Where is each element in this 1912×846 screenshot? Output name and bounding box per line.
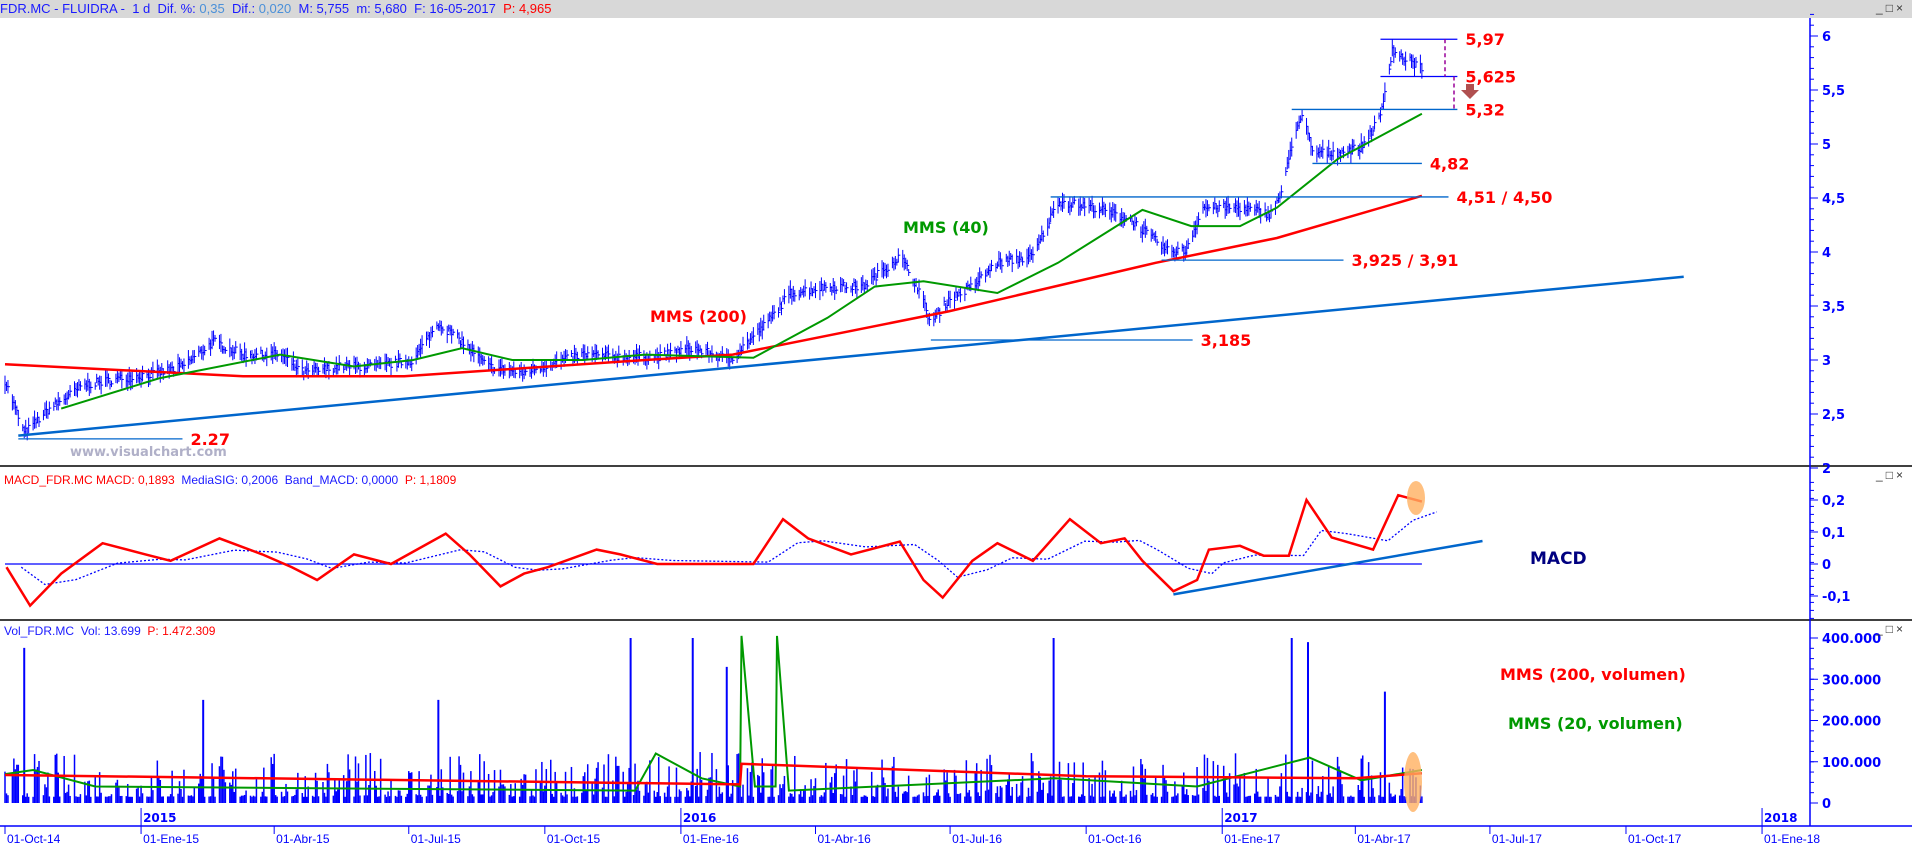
macd-window-controls: _□×	[1876, 468, 1906, 482]
mms40-annotation: MMS (40)	[903, 218, 989, 237]
macd-p: P: 1,1809	[404, 473, 457, 487]
year-label: 2018	[1764, 811, 1797, 825]
watermark: www.visualchart.com	[70, 445, 227, 460]
y-tick-label: 2,5	[1822, 408, 1845, 423]
y-tick-label: 4	[1822, 246, 1831, 261]
volume-window-controls: _□×	[1876, 622, 1906, 636]
maximize-button[interactable]: □	[1885, 622, 1896, 636]
arrow-down-icon	[1461, 84, 1479, 99]
close-button[interactable]: ×	[1895, 468, 1906, 482]
macd-trendline	[1173, 539, 1483, 596]
vol-value: Vol: 13.699	[80, 624, 141, 638]
y-tick-label: 200.000	[1822, 715, 1881, 730]
year-label: 2016	[683, 811, 716, 825]
date-label: 01-Oct-15	[547, 832, 601, 846]
macd-value: MACD: 0,1893	[96, 473, 175, 487]
macd-line	[5, 493, 1423, 608]
level-label: 4,51 / 4,50	[1457, 188, 1553, 207]
macd-signal-line	[20, 511, 1437, 586]
level-label: 3,185	[1201, 331, 1252, 350]
minimize-button[interactable]: _	[1876, 622, 1886, 636]
date-label: 01-Oct-14	[7, 832, 61, 846]
y-tick-label: 2	[1822, 462, 1831, 477]
date-label: 01-Ene-16	[683, 832, 739, 846]
level-label: 5,32	[1465, 100, 1504, 119]
date-label: 01-Ene-18	[1764, 832, 1820, 846]
last-price: P: 4,965	[503, 1, 552, 16]
symbol: FDR.MC - FLUIDRA -	[0, 1, 125, 16]
dif-label: Dif.:	[231, 1, 256, 16]
dif: 0,020	[258, 1, 292, 16]
y-tick-label: 0,2	[1822, 494, 1845, 509]
date-label: 01-Jul-15	[411, 832, 461, 846]
year-label: 2015	[143, 811, 176, 825]
minimize-button[interactable]: _	[1876, 1, 1886, 15]
maximize-button[interactable]: □	[1885, 1, 1896, 15]
mms20-volume-annotation: MMS (20, volumen)	[1508, 714, 1683, 733]
dif-pct: 0,35	[199, 1, 225, 16]
date-label: 01-Ene-15	[143, 832, 199, 846]
max: M: 5,755	[298, 1, 350, 16]
price-bars	[4, 39, 1424, 441]
date-label: 01-Ene-17	[1224, 832, 1280, 846]
date-label: 01-Jul-17	[1492, 832, 1542, 846]
maximize-button[interactable]: □	[1885, 468, 1896, 482]
y-tick-label: 400.000	[1822, 632, 1881, 647]
y-tick-label: 4,5	[1822, 192, 1845, 207]
mms40-line	[60, 112, 1423, 410]
close-button[interactable]: ×	[1895, 1, 1906, 15]
y-tick-label: 0	[1822, 558, 1831, 573]
vol-p: P: 1.472.309	[147, 624, 216, 638]
year-label: 2017	[1224, 811, 1257, 825]
macd-annotation: MACD	[1530, 549, 1587, 569]
y-tick-label: 5,5	[1822, 84, 1845, 99]
dif-pct-label: Dif. %:	[157, 1, 196, 16]
mms200-volume-annotation: MMS (200, volumen)	[1500, 665, 1686, 684]
macd-signal: MediaSIG: 0,2006	[181, 473, 279, 487]
date-label: 01-Abr-15	[276, 832, 330, 846]
mms200-volume-line	[4, 762, 1422, 786]
mms20-volume-line	[4, 635, 1423, 792]
level-label: 4,82	[1430, 154, 1469, 173]
macd-header: MACD_FDR.MC MACD: 0,1893 MediaSIG: 0,200…	[4, 473, 456, 487]
price-trendline	[18, 275, 1684, 437]
level-label: 3,925 / 3,91	[1351, 251, 1458, 270]
date-label: 01-Abr-16	[817, 832, 871, 846]
macd-name: MACD_FDR.MC	[4, 473, 93, 487]
vol-name: Vol_FDR.MC	[4, 624, 75, 638]
y-tick-label: 300.000	[1822, 673, 1881, 688]
mms200-line	[4, 194, 1423, 378]
mms200-annotation: MMS (200)	[650, 307, 747, 326]
period: 1 d	[132, 1, 151, 16]
y-tick-label: -0,1	[1822, 590, 1850, 605]
date: F: 16-05-2017	[414, 1, 496, 16]
highlight-ellipse	[1407, 481, 1425, 515]
y-tick-label: 3,5	[1822, 300, 1845, 315]
close-button[interactable]: ×	[1895, 622, 1906, 636]
y-tick-label: 6	[1822, 30, 1831, 45]
minimize-button[interactable]: _	[1876, 468, 1886, 482]
y-tick-label: 0	[1822, 797, 1831, 812]
y-tick-label: 100.000	[1822, 756, 1881, 771]
chart-title-bar: FDR.MC - FLUIDRA - 1 d Dif. %: 0,35 Dif.…	[0, 0, 1912, 18]
y-tick-label: 5	[1822, 138, 1831, 153]
y-tick-label: 3	[1822, 354, 1831, 369]
date-label: 01-Oct-16	[1088, 832, 1142, 846]
date-label: 01-Abr-17	[1357, 832, 1411, 846]
min: m: 5,680	[356, 1, 407, 16]
level-label: 5,625	[1465, 68, 1516, 87]
highlight-ellipse	[1404, 752, 1422, 812]
y-tick-label: 0,1	[1822, 526, 1845, 541]
level-label: 5,97	[1465, 30, 1504, 49]
volume-header: Vol_FDR.MC Vol: 13.699 P: 1.472.309	[4, 624, 215, 638]
price-window-controls: _□×	[1876, 1, 1906, 15]
date-label: 01-Oct-17	[1628, 832, 1682, 846]
date-label: 01-Jul-16	[952, 832, 1002, 846]
level-label: 2.27	[190, 430, 229, 449]
macd-band: Band_MACD: 0,0000	[284, 473, 399, 487]
